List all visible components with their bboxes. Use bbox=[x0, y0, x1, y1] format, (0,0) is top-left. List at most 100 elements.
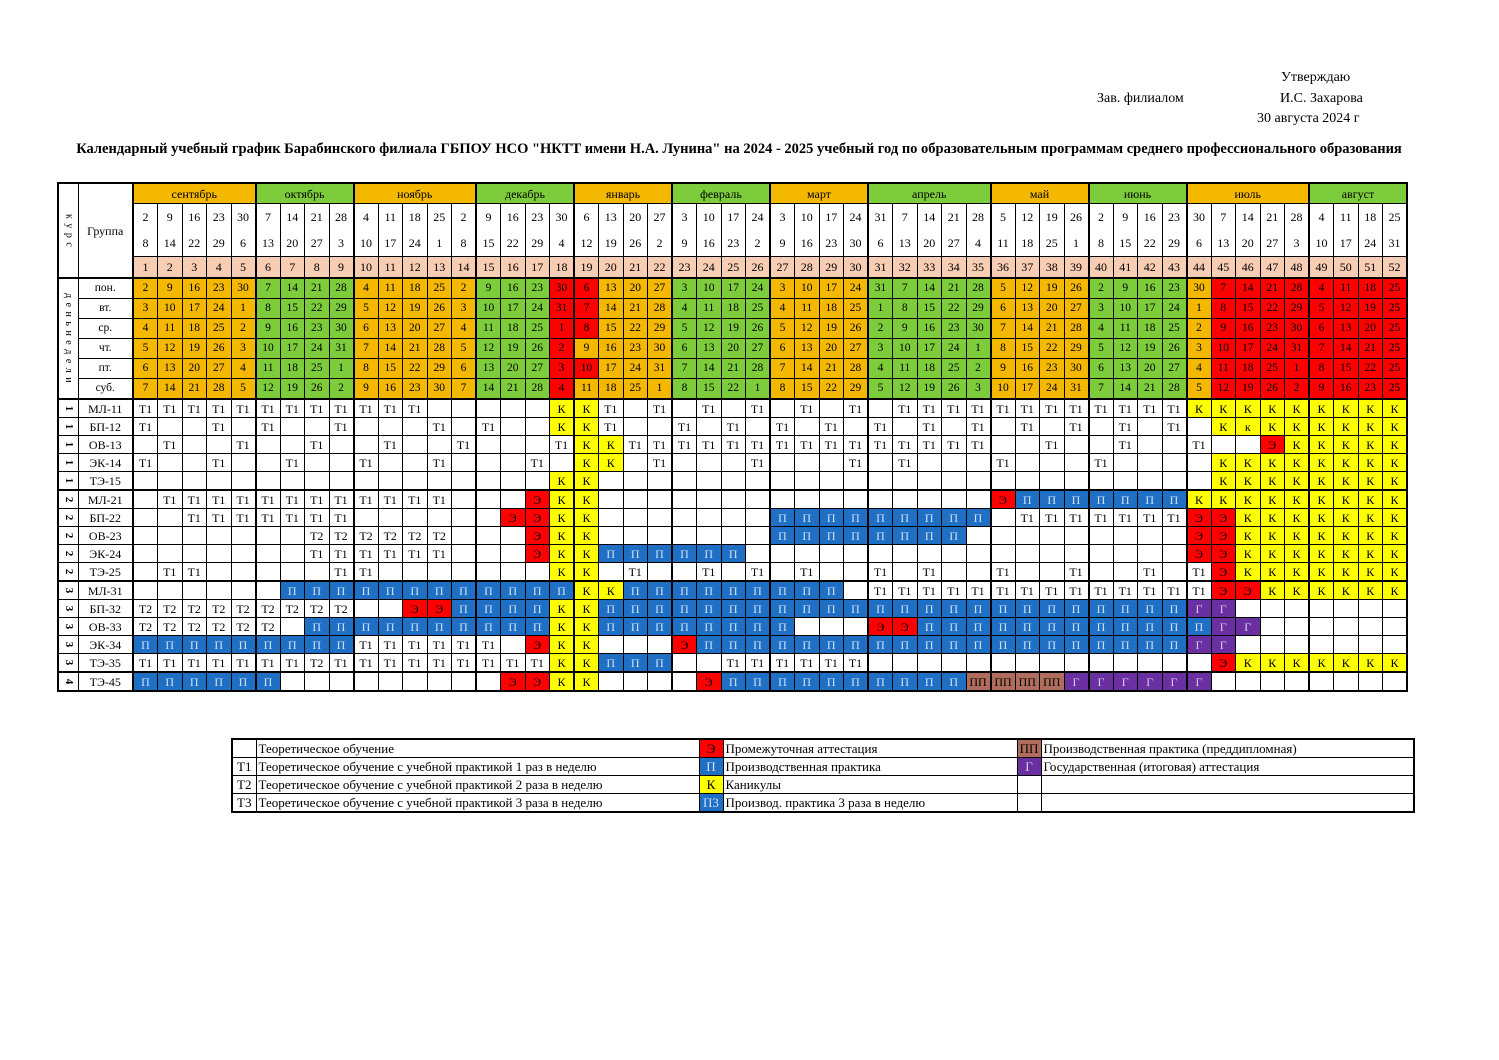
schedule-cell: К bbox=[1284, 453, 1310, 472]
legend-text: Промежуточная аттестация bbox=[722, 738, 1018, 758]
group-name: ОВ-13 bbox=[77, 435, 134, 454]
schedule-cell bbox=[254, 471, 281, 491]
kurs-number-text: 3 bbox=[62, 623, 75, 630]
schedule-cell: К bbox=[1357, 653, 1383, 673]
day-cell: 3 bbox=[451, 298, 477, 319]
schedule-cell bbox=[598, 635, 624, 654]
schedule-cell bbox=[1014, 526, 1040, 545]
kurs-number: 4 bbox=[57, 671, 79, 692]
schedule-cell bbox=[671, 671, 697, 692]
schedule-cell bbox=[647, 471, 673, 491]
schedule-cell: К bbox=[1382, 489, 1408, 509]
schedule-cell bbox=[230, 580, 256, 600]
legend-code bbox=[1016, 793, 1042, 813]
week-date: 29 bbox=[524, 230, 550, 257]
schedule-cell bbox=[989, 471, 1016, 491]
schedule-cell bbox=[1063, 653, 1089, 673]
kurs-number-text: 1 bbox=[62, 459, 75, 466]
day-cell: 7 bbox=[573, 298, 599, 319]
schedule-cell: П bbox=[500, 580, 526, 600]
schedule-cell: П bbox=[843, 508, 869, 527]
schedule-cell: Т1 bbox=[647, 453, 673, 472]
day-cell: 15 bbox=[1333, 358, 1359, 379]
schedule-cell: Т1 bbox=[328, 544, 354, 563]
schedule-cell bbox=[1014, 653, 1040, 673]
schedule-cell bbox=[524, 417, 550, 436]
group-name: БП-32 bbox=[77, 599, 134, 618]
week-date: 25 bbox=[1382, 203, 1408, 230]
schedule-cell: Т1 bbox=[475, 653, 501, 673]
day-cell: 26 bbox=[1063, 277, 1089, 299]
day-cell: 12 bbox=[1333, 298, 1359, 319]
day-cell: 15 bbox=[598, 318, 624, 339]
schedule-cell: Г bbox=[1087, 671, 1114, 692]
schedule-cell: Т2 bbox=[230, 599, 256, 618]
schedule-cell bbox=[377, 562, 403, 582]
schedule-cell bbox=[989, 653, 1016, 673]
schedule-cell: П bbox=[1161, 599, 1187, 618]
schedule-cell bbox=[598, 471, 624, 491]
schedule-cell bbox=[965, 526, 991, 545]
day-cell: 19 bbox=[181, 338, 207, 359]
schedule-cell: П bbox=[647, 653, 673, 673]
schedule-cell: Т1 bbox=[402, 489, 428, 509]
schedule-cell: П bbox=[1063, 635, 1089, 654]
week-number: 1 bbox=[132, 256, 158, 279]
day-cell: 23 bbox=[1357, 378, 1383, 400]
schedule-cell: П bbox=[671, 580, 697, 600]
schedule-cell bbox=[426, 471, 452, 491]
week-date: 4 bbox=[549, 230, 575, 257]
week-date: 17 bbox=[720, 203, 746, 230]
day-cell: 14 bbox=[1112, 378, 1138, 400]
schedule-cell: К bbox=[1308, 489, 1334, 509]
week-date: 22 bbox=[500, 230, 526, 257]
schedule-cell: П bbox=[916, 617, 942, 636]
schedule-cell: К bbox=[1308, 417, 1334, 436]
schedule-cell bbox=[941, 471, 967, 491]
week-date: 9 bbox=[769, 230, 795, 257]
schedule-cell: П bbox=[524, 617, 550, 636]
schedule-cell: Т1 bbox=[1087, 398, 1114, 418]
day-cell: 20 bbox=[1137, 358, 1163, 379]
day-cell: 9 bbox=[352, 378, 379, 400]
schedule-cell bbox=[1014, 471, 1040, 491]
schedule-cell bbox=[818, 544, 844, 563]
day-cell: 20 bbox=[622, 277, 648, 299]
day-cell: 18 bbox=[402, 277, 428, 299]
schedule-cell bbox=[1308, 617, 1334, 636]
schedule-cell: П bbox=[1112, 617, 1138, 636]
schedule-cell bbox=[941, 453, 967, 472]
schedule-cell: К bbox=[1382, 653, 1408, 673]
day-cell: 24 bbox=[745, 277, 771, 299]
schedule-cell: Т1 bbox=[230, 435, 256, 454]
week-date: 18 bbox=[1357, 203, 1383, 230]
schedule-cell bbox=[500, 471, 526, 491]
schedule-cell: Т1 bbox=[352, 635, 379, 654]
schedule-cell bbox=[1014, 544, 1040, 563]
schedule-cell: П bbox=[843, 635, 869, 654]
schedule-cell: Г bbox=[1210, 617, 1236, 636]
schedule-cell bbox=[451, 526, 477, 545]
schedule-cell: П bbox=[1063, 599, 1089, 618]
schedule-cell bbox=[304, 417, 330, 436]
schedule-cell bbox=[451, 417, 477, 436]
week-date: 20 bbox=[622, 203, 648, 230]
schedule-cell: К bbox=[549, 599, 575, 618]
schedule-cell bbox=[916, 453, 942, 472]
group-name: ЭК-34 bbox=[77, 635, 134, 654]
schedule-cell bbox=[377, 453, 403, 472]
schedule-cell: К bbox=[1259, 453, 1285, 472]
schedule-cell: П bbox=[647, 617, 673, 636]
schedule-cell: Т1 bbox=[352, 489, 379, 509]
schedule-cell: П bbox=[647, 599, 673, 618]
schedule-cell bbox=[647, 417, 673, 436]
schedule-cell bbox=[622, 508, 648, 527]
schedule-cell bbox=[254, 544, 281, 563]
schedule-cell bbox=[965, 562, 991, 582]
week-number: 52 bbox=[1382, 256, 1408, 279]
schedule-cell: П bbox=[1161, 617, 1187, 636]
schedule-cell: П bbox=[181, 671, 207, 692]
week-date: 28 bbox=[1284, 203, 1310, 230]
schedule-cell bbox=[402, 508, 428, 527]
week-number: 42 bbox=[1137, 256, 1163, 279]
